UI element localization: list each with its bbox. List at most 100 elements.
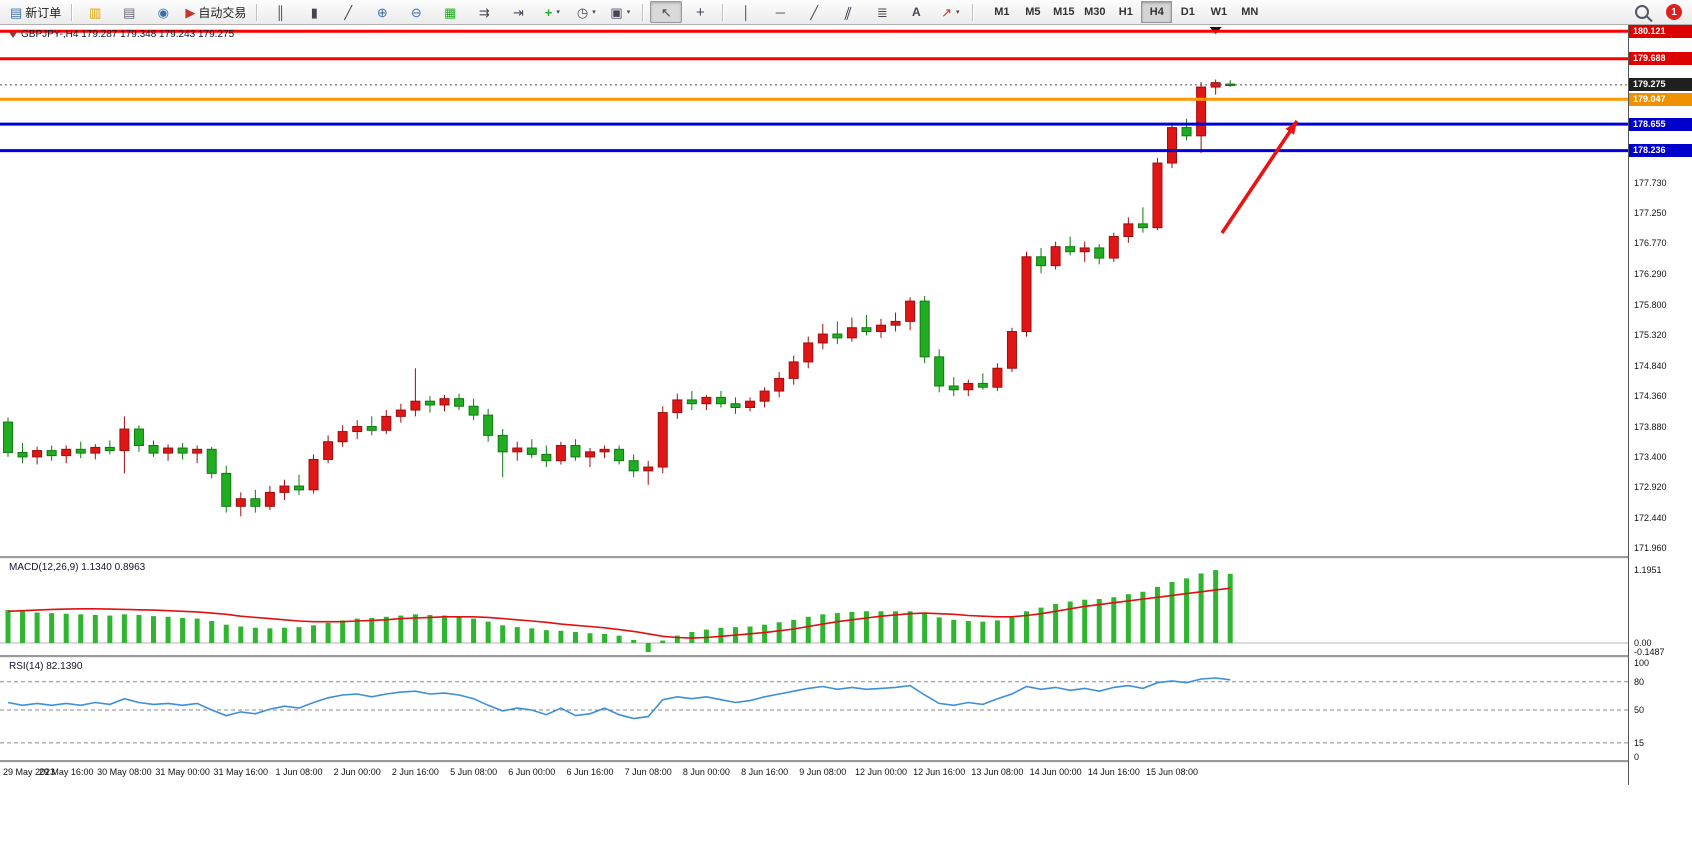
crosshair-tool-button[interactable]: + (684, 1, 716, 23)
candle (526, 447, 537, 455)
macd-histogram-bar (5, 610, 11, 643)
text-tool-button[interactable]: A (900, 1, 932, 23)
chart-collapse-icon[interactable] (9, 31, 17, 38)
candlestick-chart-icon: ▮ (310, 4, 318, 20)
axis-tick-label: 0.00 (1634, 638, 1652, 648)
macd-histogram-bar (747, 626, 753, 643)
price-chart-canvas[interactable] (0, 25, 1628, 556)
macd-canvas[interactable] (0, 558, 1628, 655)
price-level-tag: 179.047 (1629, 92, 1692, 106)
axis-tick-label: 50 (1634, 705, 1645, 715)
macd-histogram-bar (151, 616, 156, 643)
rsi-canvas[interactable] (0, 657, 1628, 760)
search-icon (1635, 5, 1649, 19)
macd-histogram-bar (863, 611, 869, 643)
timeframe-h4-button[interactable]: H4 (1141, 1, 1173, 23)
terminal-button[interactable]: ◉ (147, 1, 179, 23)
candle (1123, 223, 1134, 238)
notification-badge[interactable]: 1 (1666, 4, 1682, 20)
macd-histogram-bar (820, 614, 826, 643)
candle (1021, 256, 1032, 333)
timeframe-w1-button[interactable]: W1 (1210, 6, 1228, 18)
line-chart-button[interactable]: ╱ (332, 1, 364, 23)
auto-scroll-button[interactable]: ⇉ (468, 1, 500, 23)
bar-chart-button[interactable]: ║ (264, 1, 296, 23)
macd-label: MACD(12,26,9) 1.1340 0.8963 (9, 562, 146, 573)
candle (163, 447, 174, 454)
trendline-tool-button[interactable]: ╱ (798, 1, 830, 23)
timeframe-mn-button[interactable]: MN (1241, 6, 1259, 18)
profiles-button[interactable]: ▤ (113, 1, 145, 23)
axis-tick-label: 173.400 (1634, 451, 1667, 462)
rsi-line (7, 677, 1231, 720)
pane-splitter[interactable] (0, 655, 1692, 658)
timeframe-m30-button[interactable]: M30 (1084, 6, 1106, 18)
macd-pane[interactable]: MACD(12,26,9) 1.1340 0.8963 (0, 558, 1628, 655)
search-button[interactable] (1626, 1, 1658, 23)
macd-histogram-bar (834, 613, 840, 643)
new-order-button[interactable]: ▤ 新订单 (6, 1, 65, 23)
chart-shift-button[interactable]: ⇥ (502, 1, 534, 23)
axis-tick-label: 175.320 (1634, 330, 1667, 341)
candle (1094, 247, 1105, 259)
pane-splitter[interactable] (0, 760, 1692, 763)
timeframe-d1-button[interactable]: D1 (1180, 6, 1195, 18)
candle (61, 448, 72, 457)
rsi-pane[interactable]: RSI(14) 82.1390 (0, 657, 1628, 760)
macd-histogram-bar (762, 624, 768, 643)
candle (308, 458, 319, 491)
tile-windows-button[interactable]: ▦ (434, 1, 466, 23)
arrows-tool-button[interactable]: ↗ ▾ (934, 1, 966, 23)
time-axis[interactable]: 29 May 2023 29 May 16:00 30 May 08:00 31 Ma… (0, 762, 1628, 785)
axis-tick-label: 174.360 (1634, 391, 1667, 402)
indicators-button[interactable]: + ▾ (536, 1, 568, 23)
axis-tick-label: 15 (1634, 737, 1645, 748)
macd-histogram-bar (471, 618, 477, 643)
channel-tool-button[interactable]: ∥ (832, 1, 864, 23)
candle (730, 403, 741, 409)
macd-histogram-bar (660, 640, 666, 643)
templates-button[interactable]: ▣ ▾ (604, 1, 636, 23)
periods-button[interactable]: ◷ ▾ (570, 1, 602, 23)
fibonacci-tool-button[interactable]: ≣ (866, 1, 898, 23)
macd-histogram-bar (165, 616, 171, 643)
cursor-tool-button[interactable]: ↖ (650, 1, 683, 23)
new-chart-button[interactable]: ▥ (79, 1, 111, 23)
timeframe-m1-button[interactable]: M1 (994, 6, 1010, 18)
toolbar-right-group: 1 (1626, 1, 1686, 23)
chart-title-text: GBPJPY-,H4 179.287 179.348 179.243 179.2… (21, 29, 235, 40)
price-axis[interactable]: 177.730 177.250 176.770 176.290 175.800 175.3… (1628, 24, 1692, 785)
zoom-in-button[interactable]: ⊕ (366, 1, 398, 23)
candle (803, 342, 814, 363)
annotation-arrow[interactable] (1220, 120, 1299, 234)
candle (366, 426, 377, 431)
time-label: 1 Jun 08:00 (275, 767, 323, 777)
price-level-tag: 179.688 (1629, 52, 1692, 66)
pane-splitter[interactable] (0, 556, 1692, 559)
fibonacci-icon: ≣ (876, 4, 888, 20)
candle (555, 445, 566, 462)
macd-histogram-bar (296, 627, 302, 643)
macd-histogram-bar (1154, 586, 1160, 643)
macd-histogram-bar (558, 630, 564, 643)
zoom-out-button[interactable]: ⊖ (400, 1, 432, 23)
indicators-dropdown-caret: ▾ (556, 9, 560, 16)
macd-histogram-bar (427, 614, 433, 643)
arrows-tool-icon: ↗ (941, 4, 953, 20)
candle (672, 399, 683, 414)
timeframe-h1-button[interactable]: H1 (1118, 6, 1133, 18)
macd-histogram-bar (107, 615, 113, 643)
macd-histogram-bar (1096, 599, 1102, 643)
macd-histogram-bar (543, 630, 549, 643)
vertical-line-tool-button[interactable]: │ (730, 1, 762, 23)
candle (454, 398, 465, 407)
trendline-icon: ╱ (810, 4, 819, 20)
candlestick-chart-button[interactable]: ▮ (298, 1, 330, 23)
timeframe-m5-button[interactable]: M5 (1025, 6, 1041, 18)
timeframe-m15-button[interactable]: M15 (1053, 6, 1075, 18)
price-chart-pane[interactable]: GBPJPY-,H4 179.287 179.348 179.243 179.2… (0, 25, 1628, 556)
new-chart-icon: ▥ (89, 4, 102, 20)
horizontal-line-tool-button[interactable]: ─ (764, 1, 796, 23)
candle (323, 441, 334, 460)
autotrading-button[interactable]: ▶ 自动交易 (181, 1, 250, 23)
